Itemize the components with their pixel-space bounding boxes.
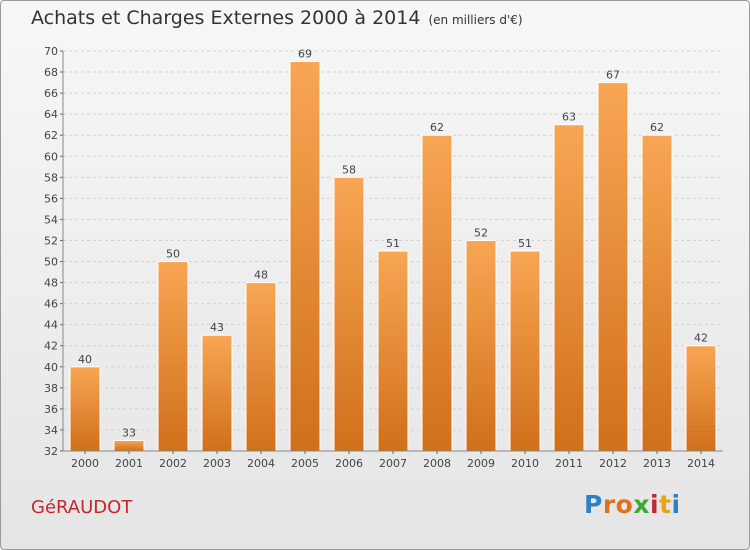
x-tick-label: 2003 [203, 457, 231, 470]
data-label: 67 [606, 69, 620, 82]
bar [553, 124, 585, 452]
y-tick-label: 42 [44, 340, 58, 353]
x-tick-label: 2010 [511, 457, 539, 470]
x-tick-label: 2002 [159, 457, 187, 470]
y-tick-label: 50 [44, 256, 58, 269]
axes: 32 34 36 38 40 42 44 46 48 50 52 54 56 58 60 62 64 66 68 70… [44, 45, 723, 470]
data-label: 62 [650, 121, 664, 134]
bar [333, 176, 365, 452]
x-tick-label: 2000 [71, 457, 99, 470]
data-label: 48 [254, 269, 268, 282]
bar [289, 61, 321, 452]
bar [69, 366, 101, 452]
y-tick-label: 48 [44, 277, 58, 290]
bar [201, 334, 233, 452]
data-label: 51 [518, 237, 532, 250]
y-tick-label: 32 [44, 445, 58, 458]
bar [509, 250, 541, 452]
y-tick-label: 64 [44, 108, 58, 121]
y-tick-label: 34 [44, 424, 58, 437]
data-label: 69 [298, 48, 312, 61]
y-tick-label: 66 [44, 87, 58, 100]
data-label: 52 [474, 226, 488, 239]
x-tick-label: 2013 [643, 457, 671, 470]
bar [377, 250, 409, 452]
data-label: 50 [166, 248, 180, 261]
data-label: 58 [342, 163, 356, 176]
y-tick-label: 60 [44, 150, 58, 163]
x-tick-label: 2005 [291, 457, 319, 470]
proxiti-logo[interactable]: Proxiti [584, 490, 681, 519]
data-label: 62 [430, 121, 444, 134]
y-tick-label: 68 [44, 66, 58, 79]
y-tick-label: 46 [44, 298, 58, 311]
x-tick-label: 2004 [247, 457, 275, 470]
data-label: 33 [122, 426, 136, 439]
y-tick-label: 38 [44, 382, 58, 395]
bar [685, 345, 717, 452]
y-tick-label: 40 [44, 361, 58, 374]
x-tick-label: 2011 [555, 457, 583, 470]
chart-title-text: Achats et Charges Externes 2000 à 2014 [31, 7, 421, 29]
data-label: 40 [78, 353, 92, 366]
x-tick-label: 2001 [115, 457, 143, 470]
x-tick-label: 2009 [467, 457, 495, 470]
y-tick-label: 58 [44, 171, 58, 184]
bar [113, 439, 145, 452]
bar [421, 134, 453, 452]
x-tick-label: 2006 [335, 457, 363, 470]
chart-title-unit: (en milliers d'€) [428, 13, 523, 27]
bar [641, 134, 673, 452]
bar [465, 239, 497, 452]
data-label: 43 [210, 321, 224, 334]
bar [597, 82, 629, 452]
location-name: GéRAUDOT [31, 497, 133, 518]
y-tick-label: 62 [44, 129, 58, 142]
data-label: 63 [562, 111, 576, 124]
x-tick-label: 2007 [379, 457, 407, 470]
chart-title: Achats et Charges Externes 2000 à 2014 (e… [31, 7, 523, 29]
data-label: 42 [694, 332, 708, 345]
bars [69, 61, 717, 452]
x-tick-label: 2008 [423, 457, 451, 470]
y-tick-label: 70 [44, 45, 58, 58]
y-tick-label: 56 [44, 192, 58, 205]
data-labels: 40 33 50 43 48 69 58 51 62 52 51 63 67 62 42 [78, 48, 708, 440]
x-tick-label: 2014 [687, 457, 715, 470]
y-tick-label: 44 [44, 319, 58, 332]
y-tick-label: 52 [44, 234, 58, 247]
y-tick-label: 36 [44, 403, 58, 416]
x-tick-label: 2012 [599, 457, 627, 470]
bar [157, 261, 189, 452]
data-label: 51 [386, 237, 400, 250]
y-tick-label: 54 [44, 213, 58, 226]
bar [245, 282, 277, 452]
